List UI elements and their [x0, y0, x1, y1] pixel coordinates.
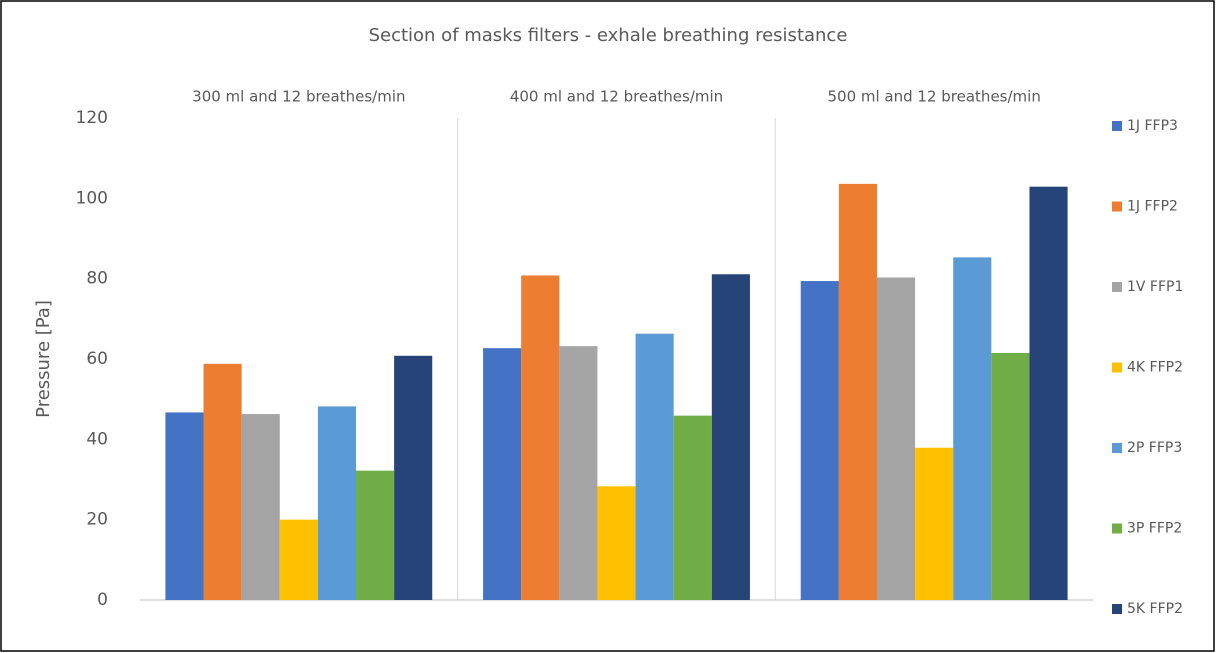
category-label: 400 ml and 12 breathes/min — [510, 88, 723, 106]
bar — [241, 414, 280, 600]
bar — [483, 348, 522, 600]
legend-label: 1J FFP2 — [1127, 199, 1178, 215]
chart-title: Section of masks filters - exhale breath… — [369, 25, 848, 46]
y-tick-label: 40 — [86, 429, 108, 449]
legend-label: 1J FFP3 — [1127, 118, 1178, 134]
legend-swatch — [1112, 443, 1122, 453]
bar — [635, 333, 674, 600]
bar — [915, 447, 954, 600]
bar — [991, 352, 1030, 600]
bar — [394, 355, 433, 600]
bar — [876, 277, 916, 600]
legend-swatch — [1112, 201, 1122, 212]
legend-label: 5K FFP2 — [1127, 601, 1183, 617]
legend-swatch — [1112, 362, 1122, 373]
legend-swatch — [1112, 121, 1122, 131]
legend-label: 2P FFP3 — [1127, 440, 1182, 456]
category-label: 300 ml and 12 breathes/min — [192, 88, 405, 106]
legend-label: 1V FFP1 — [1127, 279, 1183, 295]
y-tick-label: 120 — [76, 108, 108, 128]
y-axis-label: Pressure [Pa] — [33, 300, 54, 418]
legend-swatch — [1112, 523, 1122, 534]
bar — [800, 281, 839, 600]
bar — [953, 257, 992, 600]
y-tick-label: 100 — [76, 188, 108, 208]
bar — [356, 470, 395, 600]
legend-swatch — [1112, 604, 1122, 614]
bar — [279, 519, 318, 600]
y-tick-label: 0 — [97, 590, 108, 610]
legend-swatch — [1112, 282, 1122, 292]
bar — [673, 415, 712, 600]
bar — [597, 486, 636, 600]
legend-label: 4K FFP2 — [1127, 360, 1183, 376]
y-tick-label: 60 — [86, 349, 108, 369]
bar — [317, 406, 357, 600]
bar — [1029, 186, 1068, 600]
y-tick-label: 80 — [86, 269, 108, 289]
bar — [838, 183, 877, 600]
bar — [165, 412, 204, 600]
bar — [559, 346, 598, 600]
category-label: 500 ml and 12 breathes/min — [827, 88, 1040, 106]
bar — [521, 275, 560, 600]
legend-label: 3P FFP2 — [1127, 521, 1182, 537]
bar — [203, 363, 242, 600]
y-tick-label: 20 — [86, 510, 108, 530]
bar — [711, 274, 750, 600]
